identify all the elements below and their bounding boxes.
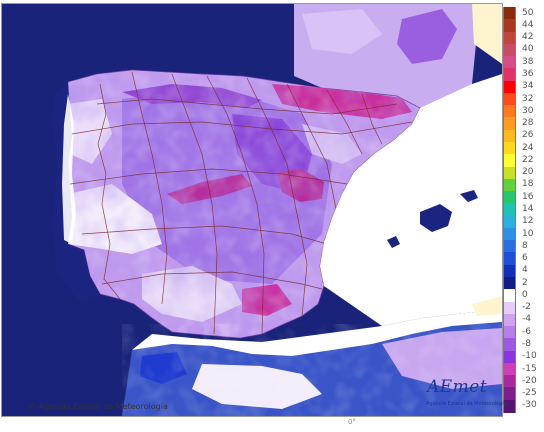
legend-color-8: [503, 105, 516, 119]
legend-color-21: [503, 264, 516, 278]
legend-label: -4: [522, 314, 531, 325]
legend-label: 8: [522, 240, 528, 251]
legend-label: 36: [522, 69, 534, 79]
province-borders: [69, 71, 413, 335]
legend-label: 4: [522, 265, 528, 276]
france-upper-patch: [302, 9, 382, 54]
legend-label: 50: [522, 7, 534, 18]
legend-color-15: [503, 191, 516, 205]
legend-label: 32: [522, 93, 534, 104]
ibiza-top: [387, 236, 400, 248]
legend-color-27: [503, 338, 516, 352]
legend-label: 24: [522, 142, 534, 153]
aemet-logo: AEmet Agencia Estatal de Meteorología: [423, 377, 507, 413]
legend-label: 16: [522, 191, 534, 202]
legend-label: 0: [522, 289, 528, 300]
legend-color-23: [503, 289, 516, 303]
menorca-top: [460, 190, 478, 202]
legend-color-2: [503, 31, 516, 45]
legend-label: -10: [522, 351, 537, 362]
legend-color-3: [503, 43, 516, 57]
legend-color-16: [503, 203, 516, 217]
legend-color-30: [503, 375, 516, 389]
legend-label: -6: [522, 326, 531, 337]
map-canvas: [52, 4, 502, 416]
legend-color-0: [503, 7, 516, 20]
legend-label: 20: [522, 167, 534, 178]
legend-color-9: [503, 117, 516, 131]
legend-label: 14: [522, 204, 534, 214]
legend-color-6: [503, 80, 516, 94]
legend-color-19: [503, 240, 516, 254]
legend-color-22: [503, 277, 516, 290]
mediterranean-sea: [320, 74, 502, 326]
legend-color-10: [503, 129, 516, 143]
legend-label: 30: [522, 105, 534, 116]
legend-label: 26: [522, 130, 534, 141]
color-scale-legend: 50 44 42 40 38 36 34 32 30 28 26 24 22 20 18 16 14 12 10 8 6…: [503, 7, 543, 413]
mallorca-top: [420, 204, 452, 232]
logo-subtitle: Agencia Estatal de Meteorología: [426, 401, 507, 407]
legend-label: -20: [522, 375, 537, 386]
legend-color-20: [503, 252, 516, 266]
legend-label: 28: [522, 118, 534, 129]
legend-color-5: [503, 68, 516, 82]
legend-label: 34: [522, 81, 534, 92]
legend-color-31: [503, 387, 516, 401]
legend-label: 18: [522, 179, 534, 190]
legend-color-1: [503, 19, 516, 33]
legend-label: -25: [522, 388, 537, 399]
logo-name: AEmet: [427, 377, 488, 397]
longitude-tick: 0°: [348, 418, 356, 426]
alboran-sea: [132, 309, 502, 356]
legend-color-12: [503, 154, 516, 168]
legend-label: 6: [522, 253, 528, 264]
legend-label: -8: [522, 339, 531, 349]
legend-color-29: [503, 362, 516, 376]
legend-label: 12: [522, 216, 534, 227]
legend-color-17: [503, 215, 516, 229]
legend-color-7: [503, 92, 516, 106]
legend-label: 22: [522, 154, 534, 165]
legend-color-25: [503, 313, 516, 327]
legend-label: 44: [522, 19, 534, 30]
legend-label: -2: [522, 302, 531, 313]
legend-label: 40: [522, 44, 534, 55]
legend-label: 38: [522, 56, 534, 67]
legend-color-11: [503, 142, 516, 155]
legend-color-4: [503, 56, 516, 70]
legend-color-32: [503, 399, 516, 413]
legend-color-28: [503, 350, 516, 364]
legend-label: 42: [522, 32, 534, 43]
outside-land-bottom-right: [472, 296, 502, 316]
legend-label: -15: [522, 363, 537, 374]
legend-color-24: [503, 301, 516, 315]
france-deep-patch: [397, 9, 457, 64]
portugal-white-strip: [62, 94, 76, 244]
legend-color-14: [503, 178, 516, 192]
legend-color-26: [503, 326, 516, 340]
legend-label: 2: [522, 277, 528, 288]
temperature-map: [1, 3, 503, 417]
legend-label: -30: [522, 400, 537, 411]
legend-color-13: [503, 166, 516, 180]
copyright-text: © Agencia Estatal de Meteorología: [28, 402, 168, 411]
outside-land-top-right: [472, 4, 502, 64]
legend-color-18: [503, 227, 516, 241]
legend-label: 10: [522, 228, 534, 239]
